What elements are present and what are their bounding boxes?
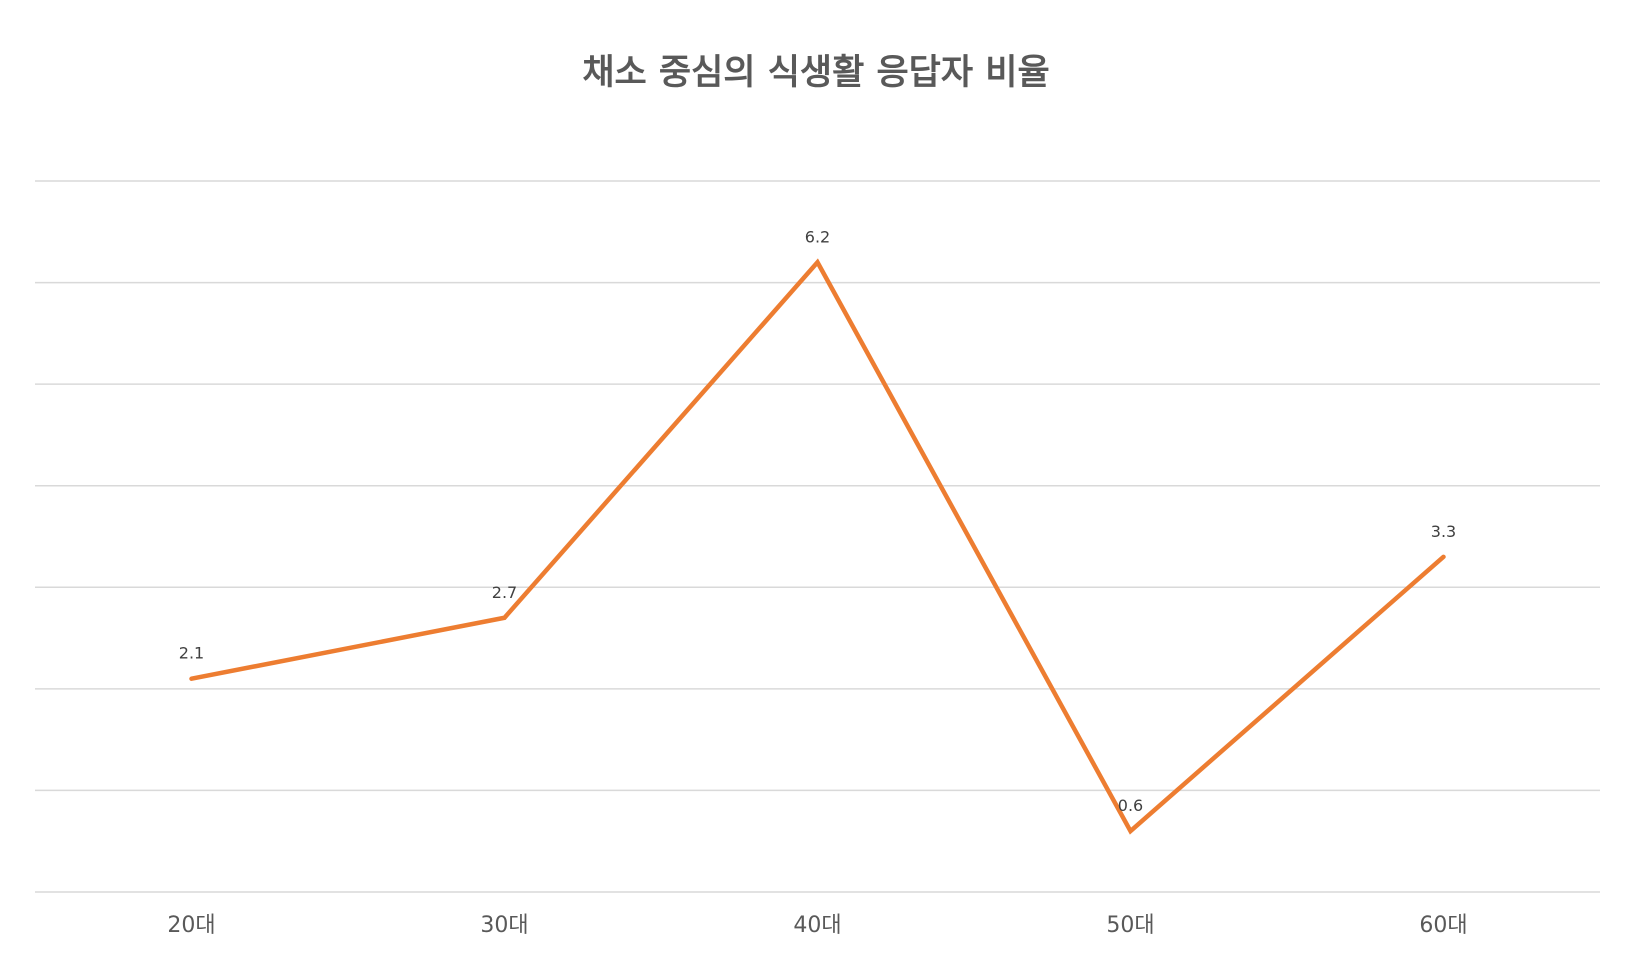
data-labels: 2.1 2.7 6.2 0.6 3.3 — [179, 227, 1456, 815]
data-label: 0.6 — [1118, 796, 1143, 815]
data-label: 6.2 — [805, 227, 830, 246]
gridlines — [35, 180, 1600, 893]
data-label: 3.3 — [1431, 522, 1456, 541]
x-tick-label: 60대 — [1419, 913, 1467, 938]
series-line — [189, 258, 1446, 835]
x-tick-label: 40대 — [793, 913, 841, 938]
data-label: 2.1 — [179, 644, 204, 663]
x-tick-label: 20대 — [167, 913, 215, 938]
series-layer — [189, 258, 1446, 835]
x-tick-label: 30대 — [480, 913, 528, 938]
data-label: 2.7 — [492, 583, 517, 602]
x-tick-label: 50대 — [1106, 913, 1154, 938]
chart-title: 채소 중심의 식생활 응답자 비율 — [582, 53, 1050, 93]
x-axis-ticks: 20대 30대 40대 50대 60대 — [167, 913, 1467, 938]
